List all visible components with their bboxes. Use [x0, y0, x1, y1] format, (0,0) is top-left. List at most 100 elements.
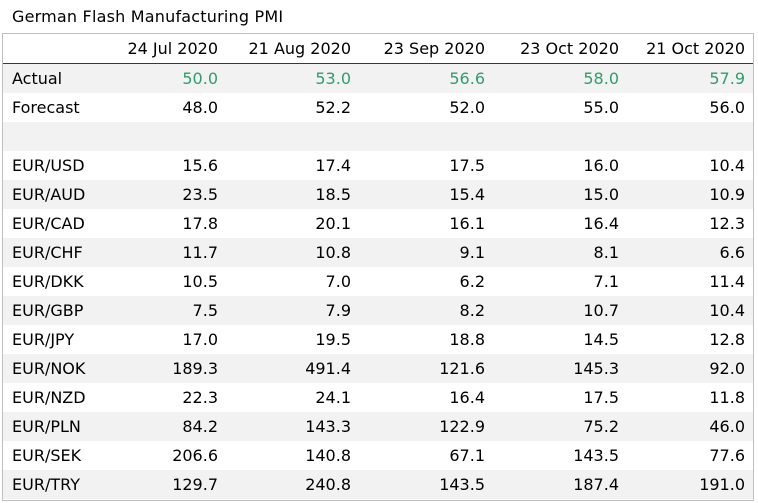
- actual-value: 56.6: [449, 69, 485, 88]
- pair-value: 143.5: [439, 475, 485, 494]
- pair-value: 7.1: [593, 272, 619, 291]
- actual-value: 57.9: [709, 69, 745, 88]
- pair-value: 18.8: [449, 330, 485, 349]
- pair-value: 20.1: [315, 214, 351, 233]
- pmi-table: 24 Jul 2020 21 Aug 2020 23 Sep 2020 23 O…: [2, 33, 754, 501]
- pair-value: 491.4: [305, 359, 351, 378]
- currency-pair-rows: EUR/USD 15.6 17.4 17.5 16.0 10.4 EUR/AUD 23.5 18…: [3, 151, 753, 499]
- pair-value: 84.2: [182, 417, 218, 436]
- row-label: Actual: [12, 69, 63, 88]
- header-cell-date: 21 Aug 2020: [248, 39, 352, 58]
- pair-value: 10.4: [709, 156, 745, 175]
- actual-value: 50.0: [182, 69, 218, 88]
- pair-value: 46.0: [709, 417, 745, 436]
- pair-value: 7.0: [325, 272, 351, 291]
- pair-value: 17.5: [449, 156, 485, 175]
- pair-value: 143.5: [573, 446, 619, 465]
- pair-value: 191.0: [699, 475, 745, 494]
- pair-value: 8.1: [593, 243, 619, 262]
- pair-value: 10.4: [709, 301, 745, 320]
- pair-value: 7.9: [325, 301, 351, 320]
- pair-value: 67.1: [449, 446, 485, 465]
- actual-value: 58.0: [583, 69, 619, 88]
- pair-value: 15.0: [583, 185, 619, 204]
- header-cell-date: 23 Sep 2020: [383, 39, 485, 58]
- pair-value: 6.6: [719, 243, 745, 262]
- table-header-row: 24 Jul 2020 21 Aug 2020 23 Sep 2020 23 O…: [3, 34, 753, 64]
- table-row: EUR/USD 15.6 17.4 17.5 16.0 10.4: [3, 151, 753, 180]
- pair-value: 19.5: [315, 330, 351, 349]
- pair-value: 10.9: [709, 185, 745, 204]
- forecast-value: 56.0: [709, 98, 745, 117]
- pair-value: 11.7: [182, 243, 218, 262]
- pair-value: 11.8: [709, 388, 745, 407]
- pair-value: 15.6: [182, 156, 218, 175]
- pair-label: EUR/CAD: [12, 214, 85, 233]
- pair-label: EUR/PLN: [12, 417, 81, 436]
- pair-value: 206.6: [172, 446, 218, 465]
- pair-label: EUR/GBP: [12, 301, 84, 320]
- pair-value: 129.7: [172, 475, 218, 494]
- table-row: EUR/AUD 23.5 18.5 15.4 15.0 10.9: [3, 180, 753, 209]
- pair-value: 143.3: [305, 417, 351, 436]
- table-row: EUR/CHF 11.7 10.8 9.1 8.1 6.6: [3, 238, 753, 267]
- header-cell-date: 23 Oct 2020: [520, 39, 619, 58]
- pair-label: EUR/SEK: [12, 446, 82, 465]
- pair-label: EUR/TRY: [12, 475, 80, 494]
- forecast-row: Forecast 48.0 52.2 52.0 55.0 56.0: [3, 93, 753, 122]
- pair-value: 23.5: [182, 185, 218, 204]
- pair-value: 17.4: [315, 156, 351, 175]
- table-row: EUR/GBP 7.5 7.9 8.2 10.7 10.4: [3, 296, 753, 325]
- pair-label: EUR/NZD: [12, 388, 86, 407]
- pair-label: EUR/NOK: [12, 359, 86, 378]
- pair-value: 17.8: [182, 214, 218, 233]
- pair-value: 15.4: [449, 185, 485, 204]
- spacer-row: [3, 122, 753, 151]
- pair-value: 16.0: [583, 156, 619, 175]
- pair-value: 92.0: [709, 359, 745, 378]
- pair-value: 14.5: [583, 330, 619, 349]
- pair-value: 6.2: [459, 272, 485, 291]
- pair-value: 240.8: [305, 475, 351, 494]
- pair-label: EUR/AUD: [12, 185, 86, 204]
- pair-value: 121.6: [439, 359, 485, 378]
- pair-value: 12.8: [709, 330, 745, 349]
- pair-value: 16.1: [449, 214, 485, 233]
- pair-value: 8.2: [459, 301, 485, 320]
- table-row: EUR/NZD 22.3 24.1 16.4 17.5 11.8: [3, 383, 753, 412]
- header-cell-date: 21 Oct 2020: [646, 39, 745, 58]
- pair-value: 122.9: [439, 417, 485, 436]
- pair-value: 187.4: [573, 475, 619, 494]
- pair-value: 17.5: [583, 388, 619, 407]
- pair-value: 12.3: [709, 214, 745, 233]
- forecast-value: 52.0: [449, 98, 485, 117]
- actual-value: 53.0: [315, 69, 351, 88]
- table-title: German Flash Manufacturing PMI: [12, 7, 284, 26]
- pair-value: 145.3: [573, 359, 619, 378]
- pair-label: EUR/USD: [12, 156, 85, 175]
- pair-value: 22.3: [182, 388, 218, 407]
- table-row: EUR/PLN 84.2 143.3 122.9 75.2 46.0: [3, 412, 753, 441]
- forecast-value: 52.2: [315, 98, 351, 117]
- pair-value: 24.1: [315, 388, 351, 407]
- pair-value: 140.8: [305, 446, 351, 465]
- pair-value: 16.4: [583, 214, 619, 233]
- pair-value: 75.2: [583, 417, 619, 436]
- table-row: EUR/CAD 17.8 20.1 16.1 16.4 12.3: [3, 209, 753, 238]
- row-label: Forecast: [12, 98, 80, 117]
- pair-value: 16.4: [449, 388, 485, 407]
- table-row: EUR/NOK 189.3 491.4 121.6 145.3 92.0: [3, 354, 753, 383]
- pair-label: EUR/DKK: [12, 272, 84, 291]
- pair-label: EUR/CHF: [12, 243, 83, 262]
- table-row: EUR/DKK 10.5 7.0 6.2 7.1 11.4: [3, 267, 753, 296]
- pair-value: 189.3: [172, 359, 218, 378]
- forecast-value: 48.0: [182, 98, 218, 117]
- actual-row: Actual 50.0 53.0 56.6 58.0 57.9: [3, 64, 753, 93]
- table-row: EUR/TRY 129.7 240.8 143.5 187.4 191.0: [3, 470, 753, 499]
- pair-value: 10.7: [583, 301, 619, 320]
- pair-value: 10.5: [182, 272, 218, 291]
- header-cell-date: 24 Jul 2020: [127, 39, 218, 58]
- forecast-value: 55.0: [583, 98, 619, 117]
- pair-value: 10.8: [315, 243, 351, 262]
- pair-value: 7.5: [192, 301, 218, 320]
